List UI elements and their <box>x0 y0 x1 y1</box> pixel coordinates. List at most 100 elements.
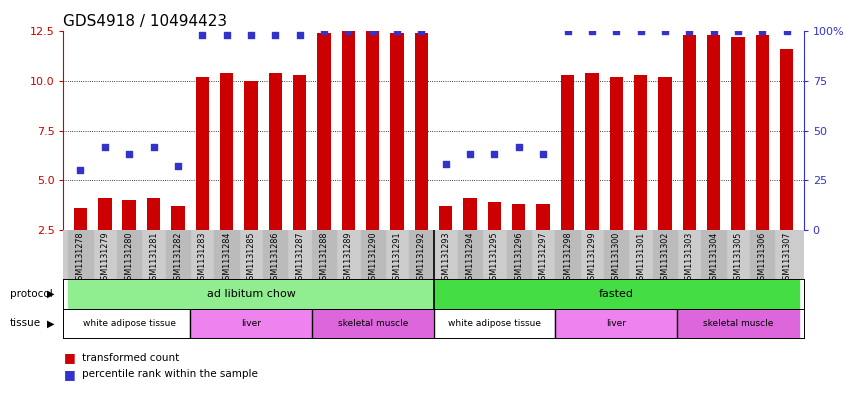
Bar <box>464 198 477 230</box>
Point <box>658 28 672 35</box>
Bar <box>195 77 209 230</box>
Point <box>342 28 355 35</box>
Bar <box>755 35 769 230</box>
Bar <box>677 309 799 338</box>
Point <box>731 28 744 35</box>
Point <box>512 143 525 150</box>
Point <box>707 28 721 35</box>
Point <box>780 28 794 35</box>
Text: GSM1131299: GSM1131299 <box>587 231 596 285</box>
Bar <box>220 73 233 230</box>
Bar <box>415 33 428 230</box>
Text: GSM1131297: GSM1131297 <box>539 231 547 285</box>
Text: GSM1131279: GSM1131279 <box>101 231 109 285</box>
Point <box>220 32 233 39</box>
Bar <box>244 81 258 230</box>
Text: GSM1131278: GSM1131278 <box>76 231 85 285</box>
Text: GSM1131301: GSM1131301 <box>636 231 645 285</box>
Point <box>390 28 404 35</box>
Bar <box>731 37 744 230</box>
Text: skeletal muscle: skeletal muscle <box>703 319 773 328</box>
Bar <box>536 204 550 230</box>
Text: GSM1131307: GSM1131307 <box>783 231 791 285</box>
Point <box>634 28 647 35</box>
Point <box>195 32 209 39</box>
Bar <box>604 230 629 279</box>
Point <box>464 151 477 158</box>
Text: GSM1131287: GSM1131287 <box>295 231 305 285</box>
Text: GSM1131284: GSM1131284 <box>222 231 231 285</box>
Text: GSM1131286: GSM1131286 <box>271 231 280 285</box>
Bar <box>69 230 93 279</box>
Point <box>123 151 136 158</box>
Point <box>293 32 306 39</box>
Text: GSM1131282: GSM1131282 <box>173 231 183 285</box>
Text: GSM1131289: GSM1131289 <box>343 231 353 285</box>
Bar <box>74 208 87 230</box>
Bar <box>561 75 574 230</box>
Text: GSM1131281: GSM1131281 <box>149 231 158 285</box>
Text: GSM1131306: GSM1131306 <box>758 231 766 285</box>
Bar <box>585 73 599 230</box>
Bar <box>214 230 239 279</box>
Bar <box>658 77 672 230</box>
Text: liver: liver <box>241 319 261 328</box>
Text: GSM1131280: GSM1131280 <box>124 231 134 285</box>
Point <box>683 28 696 35</box>
Bar <box>317 33 331 230</box>
Bar <box>707 35 720 230</box>
Bar <box>458 230 482 279</box>
Bar <box>488 202 501 230</box>
Bar <box>123 200 136 230</box>
Text: GSM1131303: GSM1131303 <box>684 231 694 285</box>
Point <box>171 163 184 169</box>
Point <box>98 143 112 150</box>
Bar <box>409 230 433 279</box>
Bar <box>360 230 385 279</box>
Point <box>74 167 87 174</box>
Point <box>536 151 550 158</box>
Bar <box>683 35 696 230</box>
Text: percentile rank within the sample: percentile rank within the sample <box>82 369 258 379</box>
Bar <box>69 279 433 309</box>
Bar <box>166 230 190 279</box>
Text: GSM1131295: GSM1131295 <box>490 231 499 285</box>
Text: transformed count: transformed count <box>82 353 179 363</box>
Point <box>268 32 282 39</box>
Point <box>317 28 331 35</box>
Bar <box>780 49 794 230</box>
Point <box>244 32 258 39</box>
Point <box>585 28 599 35</box>
Text: white adipose tissue: white adipose tissue <box>83 319 176 328</box>
Bar <box>555 309 677 338</box>
Text: GDS4918 / 10494423: GDS4918 / 10494423 <box>63 14 228 29</box>
Bar <box>268 73 282 230</box>
Bar <box>312 309 433 338</box>
Bar <box>555 230 580 279</box>
Bar <box>653 230 677 279</box>
Text: GSM1131298: GSM1131298 <box>563 231 572 285</box>
Bar <box>69 309 190 338</box>
Text: GSM1131293: GSM1131293 <box>442 231 450 285</box>
Bar <box>117 230 141 279</box>
Bar <box>701 230 726 279</box>
Text: GSM1131292: GSM1131292 <box>417 231 426 285</box>
Text: GSM1131283: GSM1131283 <box>198 231 206 285</box>
Bar <box>433 279 799 309</box>
Text: fasted: fasted <box>599 289 634 299</box>
Bar <box>263 230 288 279</box>
Bar <box>433 309 555 338</box>
Point <box>487 151 501 158</box>
Bar <box>512 204 525 230</box>
Text: ad libitum chow: ad libitum chow <box>206 289 295 299</box>
Text: GSM1131291: GSM1131291 <box>393 231 402 285</box>
Text: ■: ■ <box>64 351 76 364</box>
Text: protocol: protocol <box>10 289 53 299</box>
Bar <box>293 75 306 230</box>
Point <box>755 28 769 35</box>
Point <box>439 161 453 167</box>
Text: white adipose tissue: white adipose tissue <box>448 319 541 328</box>
Text: GSM1131296: GSM1131296 <box>514 231 524 285</box>
Point <box>366 28 380 35</box>
Point <box>609 28 623 35</box>
